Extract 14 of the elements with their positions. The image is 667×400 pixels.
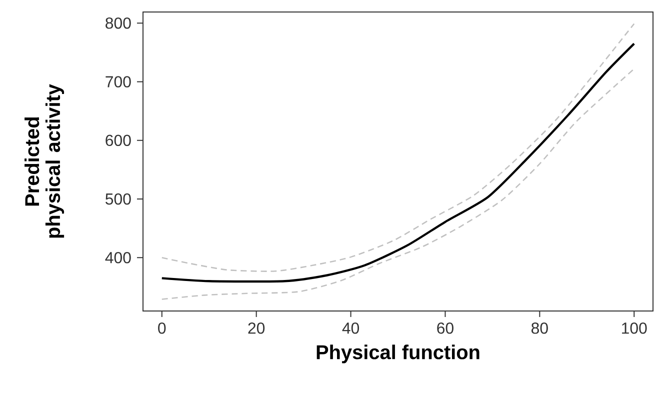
x-tick-label: 60 [437, 322, 454, 334]
y-tick-label: 500 [106, 193, 131, 205]
y-tick-label: 700 [106, 76, 131, 88]
x-tick-label: 40 [342, 322, 360, 334]
y-tick-label: 400 [105, 252, 131, 264]
x-tick-label: 20 [248, 322, 265, 334]
x-tick-label: 80 [531, 322, 548, 334]
x-tick-label: 100 [622, 322, 647, 334]
x-tick-label: 0 [158, 322, 166, 334]
y-tick-label: 800 [106, 18, 131, 29]
x-axis-title: Physical function [316, 344, 480, 364]
y-tick-label: 600 [106, 134, 131, 146]
y-axis-title: Predicted physical activity [24, 84, 64, 238]
line-series [161, 68, 635, 300]
